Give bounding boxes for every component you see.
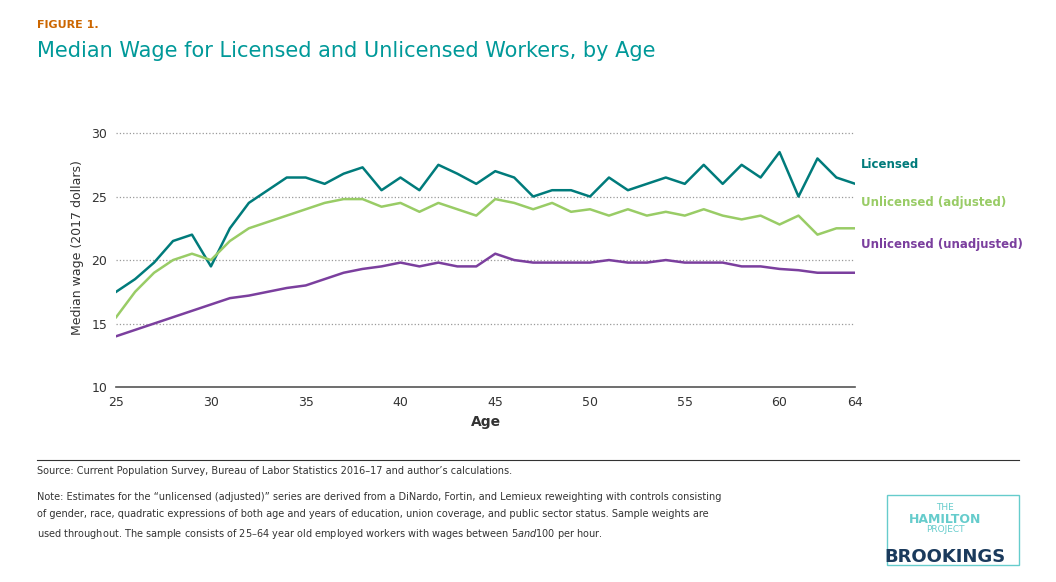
X-axis label: Age: Age [471,414,501,428]
Text: of gender, race, quadratic expressions of both age and years of education, union: of gender, race, quadratic expressions o… [37,509,709,519]
Text: Median Wage for Licensed and Unlicensed Workers, by Age: Median Wage for Licensed and Unlicensed … [37,41,656,61]
Text: FIGURE 1.: FIGURE 1. [37,20,98,30]
Y-axis label: Median wage (2017 dollars): Median wage (2017 dollars) [72,160,84,335]
Text: HAMILTON: HAMILTON [909,513,981,526]
Text: PROJECT: PROJECT [926,525,964,534]
Text: THE: THE [937,503,954,512]
Text: Unlicensed (unadjusted): Unlicensed (unadjusted) [861,238,1022,251]
Text: Source: Current Population Survey, Bureau of Labor Statistics 2016–17 and author: Source: Current Population Survey, Burea… [37,466,512,475]
Text: Note: Estimates for the “unlicensed (adjusted)” series are derived from a DiNard: Note: Estimates for the “unlicensed (adj… [37,492,721,502]
Text: Unlicensed (adjusted): Unlicensed (adjusted) [861,196,1006,210]
Text: Licensed: Licensed [861,158,919,171]
Text: BROOKINGS: BROOKINGS [885,548,1005,566]
Text: used throughout. The sample consists of 25–64 year old employed workers with wag: used throughout. The sample consists of … [37,527,603,541]
